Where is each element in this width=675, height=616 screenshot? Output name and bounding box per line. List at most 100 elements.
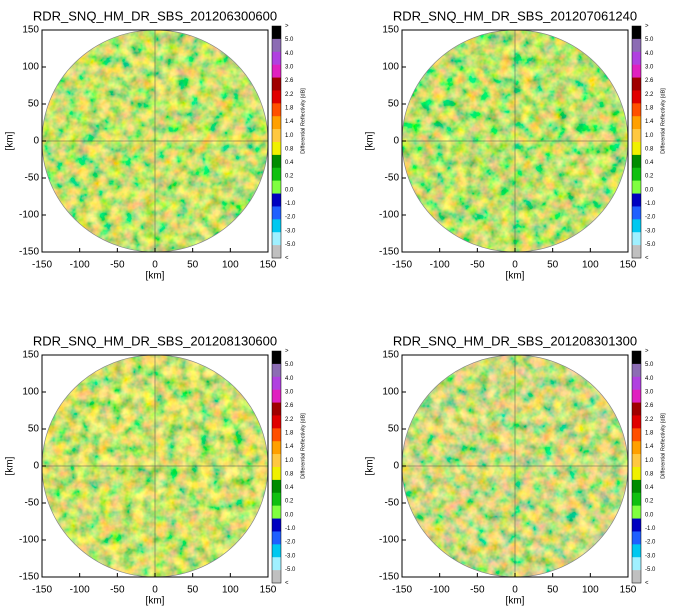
x-tick-label: 50 [187, 260, 199, 271]
colorbar-swatch [272, 492, 281, 506]
panel: RDR_SNQ_HM_DR_SBS_201207061240 -150 -100 -5… [365, 8, 667, 281]
colorbar-title: Differential Reflectivity [dB] [660, 88, 666, 154]
x-tick-label: 150 [620, 260, 637, 271]
colorbar-label: -3.0 [285, 228, 296, 234]
colorbar-label: 1.0 [645, 458, 654, 464]
colorbar-swatch [632, 363, 641, 378]
colorbar-label: -3.0 [285, 553, 296, 559]
colorbar-swatch [272, 154, 281, 169]
colorbar-swatch [632, 245, 641, 259]
x-tick-label: -150 [392, 585, 412, 596]
colorbar-label: 1.8 [645, 105, 654, 111]
colorbar-swatch [632, 180, 641, 194]
colorbar-swatch [272, 363, 281, 378]
colorbar-swatch [632, 219, 641, 233]
x-axis-label: [km] [506, 271, 525, 282]
colorbar-label: 0.4 [645, 160, 654, 166]
colorbar-swatch [272, 64, 281, 78]
y-tick-label: -150 [379, 247, 399, 258]
colorbar-label: 5.0 [285, 362, 294, 368]
colorbar-label: 1.4 [645, 119, 654, 125]
colorbar-label: 0.2 [645, 499, 654, 505]
colorbar-swatch [632, 467, 641, 481]
x-tick-label: -50 [470, 585, 485, 596]
colorbar-frame [271, 25, 282, 259]
colorbar-title: Differential Reflectivity [dB] [300, 413, 306, 479]
colorbar-swatch [272, 180, 281, 194]
colorbar-swatch [632, 129, 641, 143]
x-tick-label: -50 [110, 260, 125, 271]
colorbar-label: -1.0 [285, 201, 296, 207]
x-axis-label: [km] [506, 596, 525, 607]
x-axis-label: [km] [146, 271, 165, 282]
y-tick-label: 50 [28, 424, 40, 435]
y-tick-label: 150 [382, 350, 399, 361]
colorbar-swatch [632, 531, 641, 545]
colorbar-label: 0.0 [645, 187, 654, 193]
colorbar-swatch [272, 26, 281, 40]
y-axis-label: [km] [365, 456, 376, 475]
colorbar-swatch [632, 428, 641, 442]
colorbar-label: > [645, 349, 649, 355]
y-tick-label: 100 [22, 62, 39, 73]
colorbar-swatch [272, 479, 281, 494]
colorbar-swatch [632, 154, 641, 169]
x-tick-label: 100 [222, 260, 239, 271]
colorbar-label: > [645, 24, 649, 30]
x-tick-label: 0 [152, 260, 158, 271]
colorbar-label: 3.0 [645, 65, 654, 71]
colorbar-label: -3.0 [645, 553, 656, 559]
colorbar-swatch [632, 142, 641, 156]
colorbar-swatch [272, 77, 281, 91]
x-tick-label: 150 [260, 585, 277, 596]
x-tick-label: -150 [32, 260, 52, 271]
colorbar-label: 5.0 [285, 37, 294, 43]
colorbar-label: < [285, 581, 289, 587]
colorbar-label: 2.6 [645, 403, 654, 409]
colorbar-label: 0.2 [285, 174, 294, 180]
colorbar-label: 2.2 [285, 92, 294, 98]
colorbar-swatch [632, 193, 641, 207]
colorbar-label: < [285, 256, 289, 262]
panel-title: RDR_SNQ_HM_DR_SBS_201208301300 [393, 333, 637, 348]
colorbar-label: 3.0 [285, 65, 294, 71]
x-tick-label: -100 [70, 585, 90, 596]
colorbar-swatch [632, 518, 641, 532]
y-tick-label: -100 [19, 210, 39, 221]
colorbar-label: 0.4 [285, 160, 294, 166]
x-tick-label: -100 [70, 260, 90, 271]
colorbar-label: -1.0 [645, 526, 656, 532]
x-tick-label: 50 [547, 585, 559, 596]
colorbar-swatch [632, 116, 641, 130]
colorbar-label: 2.2 [645, 92, 654, 98]
colorbar-swatch [272, 103, 281, 117]
colorbar-label: 4.0 [645, 376, 654, 382]
colorbar-swatch [272, 428, 281, 442]
y-tick-label: 0 [393, 461, 399, 472]
colorbar-label: 5.0 [645, 37, 654, 43]
colorbar-label: 0.2 [645, 174, 654, 180]
colorbar-swatch [272, 129, 281, 143]
x-tick-label: 150 [260, 260, 277, 271]
colorbar-label: > [285, 349, 289, 355]
colorbar-swatch [272, 116, 281, 130]
colorbar-label: 0.8 [645, 471, 654, 477]
colorbar-label: -3.0 [645, 228, 656, 234]
colorbar-frame [631, 350, 642, 584]
colorbar-label: 1.4 [285, 444, 294, 450]
colorbar-swatch [632, 454, 641, 468]
y-tick-label: -150 [19, 247, 39, 258]
panel: RDR_SNQ_HM_DR_SBS_201208130600 -150 -100 -5… [5, 333, 307, 606]
colorbar-label: -5.0 [645, 567, 656, 573]
colorbar-label: 3.0 [645, 390, 654, 396]
y-axis-label: [km] [365, 131, 376, 150]
colorbar-swatch [632, 77, 641, 91]
colorbar-swatch [272, 90, 281, 104]
colorbar-label: 5.0 [645, 362, 654, 368]
x-tick-label: 150 [620, 585, 637, 596]
colorbar-swatch [272, 544, 281, 558]
colorbar-swatch [272, 467, 281, 481]
colorbar-swatch [272, 245, 281, 259]
colorbar-swatch [632, 51, 641, 65]
colorbar-label: -2.0 [645, 540, 656, 546]
